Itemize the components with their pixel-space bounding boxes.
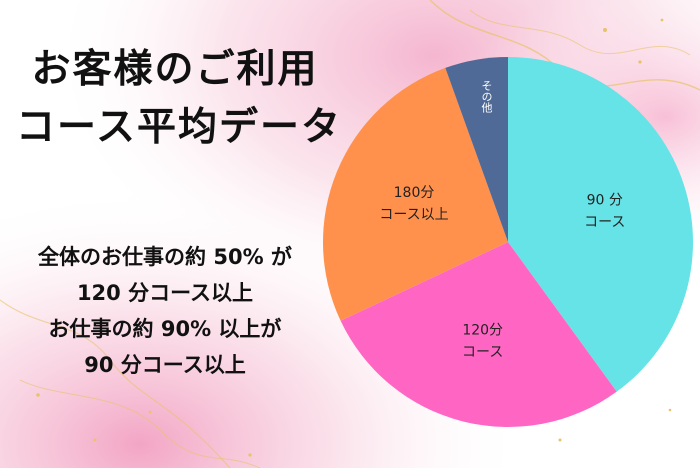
slice-120min-label-line1: 120分 <box>462 323 503 339</box>
slice-120min-label-line2: コース <box>462 345 503 361</box>
slice-90min <box>508 57 694 392</box>
page-title-line-1: お客様のご利用 <box>31 47 319 92</box>
summary-note-line-4: 90 分コース以上 <box>84 353 246 377</box>
slice-90min-label-line1: 90 分 <box>587 193 623 209</box>
slice-120min <box>340 242 617 427</box>
page-title-line-2: コース平均データ <box>15 105 343 150</box>
summary-note-line-2: 120 分コース以上 <box>76 281 254 305</box>
slice-180min-plus-label-line2: コース以上 <box>379 207 448 223</box>
slice-other <box>445 57 508 242</box>
slice-label-other: その他 <box>480 80 493 113</box>
summary-note-line-1: 全体のお仕事の約 50% が <box>38 245 292 269</box>
slice-180min-plus <box>323 67 508 321</box>
slice-90min-label-line2: コース <box>584 215 625 231</box>
summary-note-line-3: お仕事の約 90% 以上が <box>48 317 282 341</box>
slice-180min-plus-label-line1: 180分 <box>394 185 435 201</box>
